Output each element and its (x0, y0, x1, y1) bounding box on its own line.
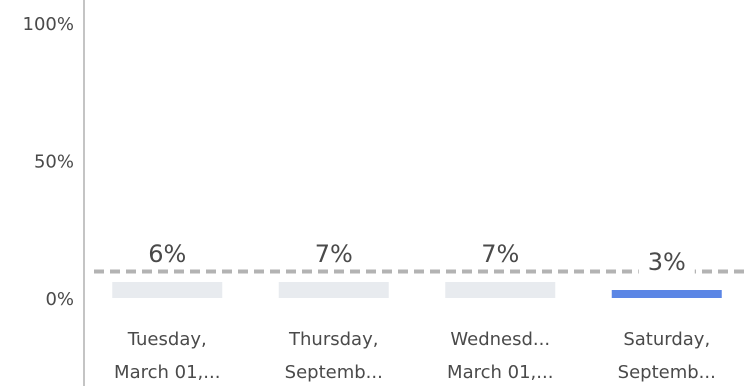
data-label: 7% (481, 240, 519, 268)
x-tick-label: Tuesday, (127, 329, 207, 350)
bar[interactable] (278, 282, 389, 298)
y-tick-label: 100% (23, 14, 74, 35)
bar[interactable] (611, 290, 722, 298)
data-label-background (638, 246, 695, 276)
data-label: 3% (648, 248, 686, 276)
data-labels: 6% 7% 7% 3% (139, 238, 695, 276)
bar[interactable] (112, 282, 223, 298)
y-axis-ticks: 0% 50% 100% (23, 14, 74, 310)
x-tick-label: Septemb... (618, 362, 716, 383)
data-label-background (305, 238, 362, 268)
x-axis-labels: Tuesday, March 01,... Thursday, Septemb... W… (114, 329, 716, 383)
data-label-background (139, 238, 196, 268)
data-label: 7% (315, 240, 353, 268)
data-label-background (472, 238, 529, 268)
x-tick-label: Thursday, (288, 329, 378, 350)
x-tick-label: Saturday, (623, 329, 710, 350)
data-label: 6% (148, 240, 186, 268)
x-tick-label: March 01,... (114, 362, 220, 383)
y-tick-label: 50% (34, 152, 74, 173)
bars (112, 282, 722, 298)
bar[interactable] (445, 282, 556, 298)
x-tick-label: Wednesd... (450, 329, 550, 350)
x-tick-label: Septemb... (285, 362, 383, 383)
x-tick-label: March 01,... (447, 362, 553, 383)
y-tick-label: 0% (45, 289, 74, 310)
